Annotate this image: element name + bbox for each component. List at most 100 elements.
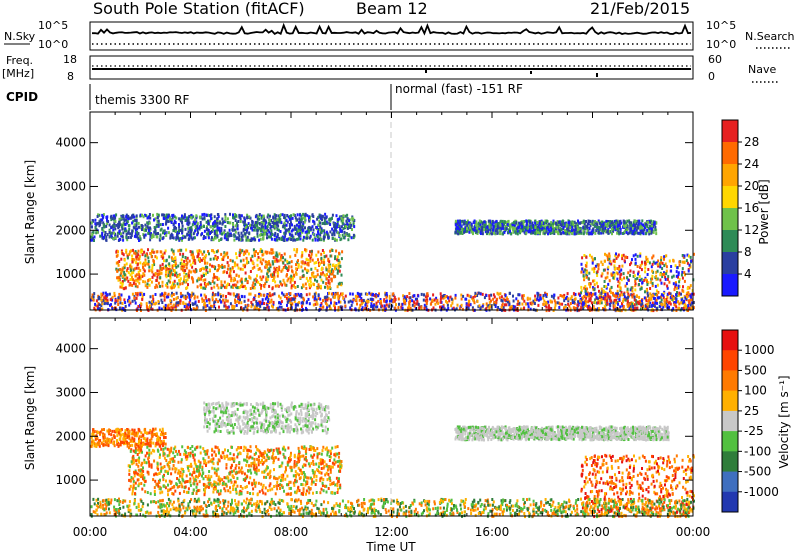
power-echo [659, 278, 662, 282]
power-echo [266, 293, 269, 296]
power-echo [257, 294, 260, 298]
power-echo [598, 226, 601, 229]
power-echo [597, 267, 600, 271]
power-echo [545, 305, 548, 309]
power-echo [254, 277, 257, 281]
power-echo [262, 237, 265, 241]
power-echo [142, 215, 145, 219]
power-echo [150, 280, 153, 284]
power-echo [606, 292, 609, 296]
power-echo [132, 278, 135, 282]
power-echo [327, 263, 330, 267]
power-echo [651, 224, 654, 228]
power-echo [631, 231, 634, 235]
power-echo [205, 213, 208, 217]
power-echo [136, 285, 139, 289]
power-echo [595, 222, 598, 226]
power-echo [592, 279, 594, 283]
noise-left-tick-top: 10^5 [38, 19, 68, 32]
power-echo [331, 249, 334, 252]
power-echo [301, 229, 304, 233]
power-echo [125, 215, 128, 219]
power-echo [409, 306, 412, 310]
power-echo [634, 298, 637, 302]
power-echo [495, 225, 498, 229]
power-echo [622, 272, 625, 276]
power-echo [290, 221, 292, 225]
power-echo [635, 294, 638, 298]
power-echo [405, 298, 408, 302]
power-echo [176, 282, 179, 286]
power-echo [537, 221, 540, 225]
power-echo [165, 214, 168, 218]
power-echo [217, 300, 220, 304]
power-echo [272, 302, 275, 306]
power-echo [110, 214, 113, 218]
power-echo [457, 232, 460, 236]
power-echo [254, 238, 257, 242]
power-echo [280, 236, 283, 240]
power-echo [163, 259, 165, 263]
power-echo [115, 261, 118, 265]
power-echo [274, 216, 277, 220]
power-echo [506, 223, 509, 227]
power-echo [529, 220, 532, 224]
power-echo [564, 305, 567, 309]
power-echo [340, 225, 343, 229]
power-echo [509, 227, 512, 231]
power-echo [175, 297, 178, 301]
power-echo [279, 302, 282, 305]
power-echo [285, 219, 288, 222]
power-echo [570, 222, 573, 226]
power-echo [200, 277, 203, 281]
power-echo [117, 222, 120, 226]
power-echo [309, 284, 312, 288]
power-echo [562, 230, 565, 234]
power-echo [608, 307, 611, 311]
power-echo [213, 285, 216, 289]
power-echo [331, 272, 334, 276]
power-echo [139, 274, 142, 278]
power-echo [632, 254, 635, 258]
power-echo [118, 230, 121, 234]
power-echo [333, 223, 336, 227]
power-echo [613, 307, 616, 311]
power-echo [175, 237, 178, 241]
power-echo [526, 226, 529, 229]
power-echo [269, 223, 272, 227]
power-echo [137, 266, 140, 270]
power-echo [214, 220, 216, 224]
power-echo [145, 252, 148, 256]
power-echo [224, 225, 227, 228]
power-echo [607, 265, 610, 269]
power-echo [260, 262, 263, 266]
power-echo [339, 300, 342, 304]
power-echo [154, 272, 157, 275]
power-echo [416, 299, 419, 303]
power-echo [638, 227, 641, 231]
power-echo [244, 224, 247, 228]
power-echo [164, 222, 167, 226]
power-echo [173, 269, 176, 273]
power-echo [594, 264, 597, 268]
power-echo [324, 221, 327, 225]
power-echo [586, 304, 589, 308]
power-echo [579, 297, 582, 301]
power-echo [568, 304, 571, 308]
power-echo [139, 268, 142, 272]
power-echo [621, 304, 624, 308]
power-echo [224, 215, 227, 219]
power-echo [106, 215, 109, 219]
power-echo [213, 293, 216, 297]
power-echo [597, 231, 600, 235]
power-echo [191, 237, 194, 241]
power-echo [287, 215, 290, 219]
power-echo [192, 221, 195, 225]
power-echo [222, 294, 225, 298]
power-echo [146, 282, 149, 286]
power-echo [669, 292, 672, 296]
power-echo [613, 264, 616, 268]
power-echo [148, 300, 151, 304]
power-echo [204, 265, 207, 269]
power-echo [188, 301, 191, 305]
